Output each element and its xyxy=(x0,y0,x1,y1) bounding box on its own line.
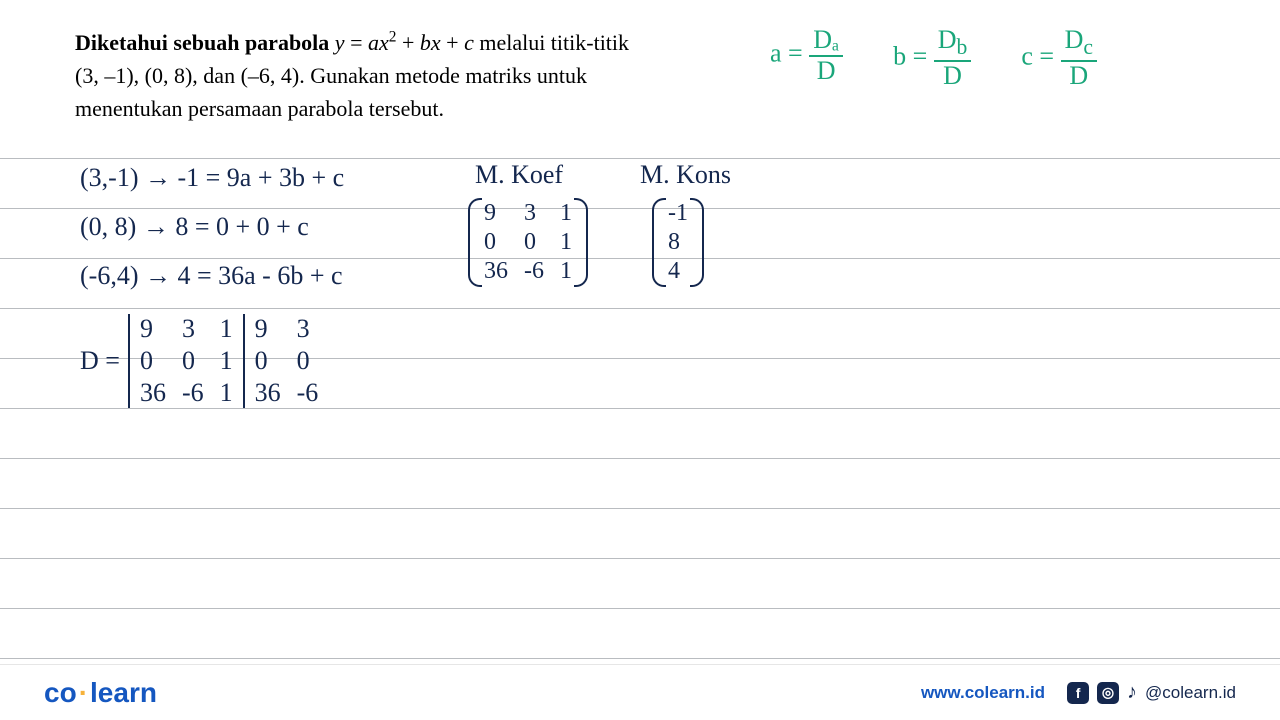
cramer-b: b = DbD xyxy=(893,26,971,91)
det-right-block: 930036-6 xyxy=(255,314,319,408)
facebook-icon: f xyxy=(1067,682,1089,704)
kons-label: M. Kons xyxy=(640,160,731,190)
matrix-cell: 0 xyxy=(255,346,281,376)
logo-co: co xyxy=(44,677,77,708)
social-handle: @colearn.id xyxy=(1145,683,1236,703)
matrix-cell: 0 xyxy=(524,229,544,256)
cramer-formulas: a = DₐD b = DbD c = DcD xyxy=(770,26,1230,91)
det-left-block: 93100136-61 xyxy=(140,314,233,408)
matrix-cell: -6 xyxy=(524,258,544,285)
problem-line3: menentukan persamaan parabola tersebut. xyxy=(75,96,444,121)
matrix-cell: 8 xyxy=(668,229,688,256)
matrix-cell: 9 xyxy=(140,314,166,344)
cramer-b-lhs: b = xyxy=(893,41,927,70)
matrix-cell: -6 xyxy=(297,378,319,408)
det-label: D = xyxy=(80,346,120,376)
matrix-cell: 1 xyxy=(560,229,572,256)
matrix-cell: 1 xyxy=(560,258,572,285)
det-bar xyxy=(243,314,245,408)
matrix-cell: 0 xyxy=(182,346,204,376)
social-icons: f ◎ ♪ @colearn.id xyxy=(1067,681,1236,704)
matrix-cell: -6 xyxy=(182,378,204,408)
cramer-c-num: Dc xyxy=(1061,26,1097,62)
cramer-b-num: Db xyxy=(934,26,972,62)
cramer-b-den: D xyxy=(939,62,966,91)
logo-learn: learn xyxy=(90,677,157,708)
cramer-a-lhs: a = xyxy=(770,39,803,68)
matrix-cell: 9 xyxy=(255,314,281,344)
matrix-cell: 0 xyxy=(484,229,508,256)
cramer-c-lhs: c = xyxy=(1021,41,1054,70)
instagram-icon: ◎ xyxy=(1097,682,1119,704)
equation-2: (0, 8) → 8 = 0 + 0 + c xyxy=(80,212,309,242)
matrix-cell: 36 xyxy=(484,258,508,285)
det-bar xyxy=(128,314,130,408)
logo-dot: · xyxy=(77,677,90,708)
koef-label: M. Koef xyxy=(475,160,563,190)
matrix-cell: 36 xyxy=(140,378,166,408)
matrix-cell: 3 xyxy=(182,314,204,344)
matrix-cell: 4 xyxy=(668,258,688,285)
colearn-logo: co·learn xyxy=(44,677,157,709)
footer-url: www.colearn.id xyxy=(921,683,1045,703)
problem-line2: (3, –1), (0, 8), dan (–6, 4). Gunakan me… xyxy=(75,63,587,88)
matrix-cell: -1 xyxy=(668,200,688,227)
problem-line1: Diketahui sebuah parabola y = ax2 + bx +… xyxy=(75,30,629,55)
matrix-cell: 36 xyxy=(255,378,281,408)
equation-3: (-6,4) → 4 = 36a - 6b + c xyxy=(80,261,343,291)
coefficient-matrix: 93100136-61 xyxy=(468,198,588,287)
matrix-cell: 0 xyxy=(297,346,319,376)
cramer-c: c = DcD xyxy=(1021,26,1097,91)
determinant-d: D = 93100136-61 930036-6 xyxy=(80,314,318,408)
matrix-cell: 1 xyxy=(220,378,233,408)
matrix-cell: 3 xyxy=(524,200,544,227)
matrix-cell: 1 xyxy=(560,200,572,227)
cramer-a-den: D xyxy=(813,57,840,86)
matrix-cell: 1 xyxy=(220,346,233,376)
tiktok-icon: ♪ xyxy=(1127,681,1137,704)
cramer-a: a = DₐD xyxy=(770,26,843,91)
cramer-c-den: D xyxy=(1065,62,1092,91)
constants-matrix: -184 xyxy=(652,198,704,287)
matrix-cell: 1 xyxy=(220,314,233,344)
matrix-cell: 3 xyxy=(297,314,319,344)
matrix-cell: 0 xyxy=(140,346,166,376)
matrix-cell: 9 xyxy=(484,200,508,227)
cramer-a-num: Dₐ xyxy=(809,26,843,57)
problem-statement: Diketahui sebuah parabola y = ax2 + bx +… xyxy=(75,26,695,125)
footer-bar: co·learn www.colearn.id f ◎ ♪ @colearn.i… xyxy=(0,664,1280,720)
equation-1: (3,-1) → -1 = 9a + 3b + c xyxy=(80,163,344,193)
